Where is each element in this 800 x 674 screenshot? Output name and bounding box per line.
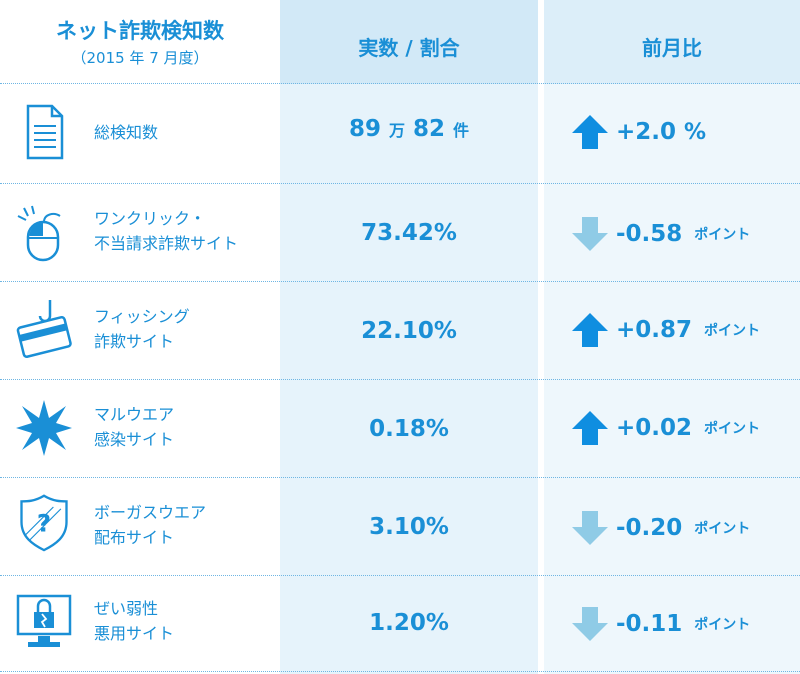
row-change: +0.87 ポイント [570,310,760,350]
row-label: マルウエア 感染サイト [94,405,175,449]
row-value: 0.18% [369,416,449,442]
table-row: 総検知数 89 万 82 件 +2.0 % [0,84,800,184]
table-row: ? ボーガスウエア 配布サイト 3.10% -0.20 ポイント [0,478,800,576]
row-value: 22.10% [361,318,457,344]
credit-card-hook-icon [16,300,72,358]
row-value: 1.20% [369,610,449,636]
row-label: フィッシング 詐欺サイト [94,307,190,351]
arrow-down-icon [572,511,608,545]
burst-icon [16,400,72,456]
value-column-header: 実数 / 割合 [358,36,460,60]
mouse-click-icon [17,205,61,262]
document-icon [26,104,64,160]
table-subtitle: （2015 年 7 月度） [71,49,209,67]
row-label: 総検知数 [94,123,159,142]
table-row: ワンクリック・ 不当請求詐欺サイト 73.42% -0.58 ポイント [0,184,800,282]
value-column-bg [280,0,538,674]
arrow-up-icon [572,115,608,149]
row-value: 73.42% [361,220,457,246]
arrow-down-icon [572,217,608,251]
arrow-up-icon [572,313,608,347]
svg-text:?: ? [37,508,51,537]
table-row: フィッシング 詐欺サイト 22.10% +0.87 ポイント [0,282,800,380]
table-row: ぜい弱性 悪用サイト 1.20% -0.11 ポイント [0,576,800,672]
monitor-lock-icon [16,594,72,647]
arrow-down-icon [572,607,608,641]
shield-question-icon: ? [20,494,68,552]
change-column-header: 前月比 [642,36,702,60]
table-row: マルウエア 感染サイト 0.18% +0.02 ポイント [0,380,800,478]
row-change: -0.20 ポイント [570,508,750,548]
row-value: 3.10% [369,514,449,540]
arrow-up-icon [572,411,608,445]
row-value: 89 万 82 件 [348,116,470,142]
row-label: ぜい弱性 悪用サイト [94,599,175,643]
table-title: ネット詐欺検知数 [56,19,224,43]
row-change: -0.58 ポイント [570,214,750,254]
header-row: ネット詐欺検知数 （2015 年 7 月度） 実数 / 割合 前月比 [0,0,800,84]
row-label: ワンクリック・ 不当請求詐欺サイト [94,209,239,253]
row-label: ボーガスウエア 配布サイト [94,503,207,547]
row-change: -0.11 ポイント [570,604,750,644]
row-change: +0.02 ポイント [570,408,760,448]
row-change: +2.0 % [570,112,706,152]
